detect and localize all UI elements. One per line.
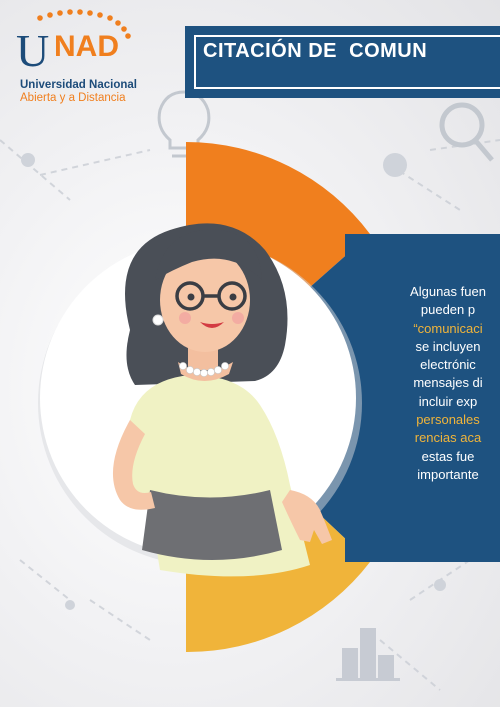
ring-orange-segment: [186, 142, 370, 296]
title-banner: CITACIÓN DE COMUN: [185, 26, 500, 98]
body-text-line: pueden p: [420, 302, 476, 318]
page-title: CITACIÓN DE COMUN: [203, 40, 428, 62]
logo-letter-u: U: [16, 25, 49, 76]
bar-chart-icon: [336, 628, 400, 681]
unad-logo-mark: U NAD: [16, 9, 131, 76]
unad-logo[interactable]: U NAD Universidad Nacional Abierta y a D…: [10, 8, 170, 108]
body-text-line: personales: [416, 412, 480, 428]
body-text-line: rencias aca: [414, 430, 482, 446]
body-text-line: mensajes di: [413, 375, 483, 391]
logo-dot-arc: [37, 9, 131, 39]
body-text-line: incluir exp: [418, 393, 478, 409]
woman-character: [112, 223, 332, 577]
body-text-line: se incluyen: [415, 338, 481, 354]
logo-letters-nad: NAD: [54, 30, 119, 63]
logo-line-1: Universidad Nacional: [20, 79, 137, 91]
network-nodes: [21, 153, 446, 610]
body-text-line: estas fue: [421, 448, 475, 464]
body-text-line: Algunas fuen: [410, 284, 486, 299]
body-text-line: electrónic: [420, 357, 476, 373]
body-text: Algunas fuen pueden p “comunicaci se incluy…: [368, 283, 500, 484]
body-text-line: “comunicaci: [413, 320, 483, 336]
magnifier-icon: [439, 102, 494, 162]
logo-line-2: Abierta y a Distancia: [20, 92, 126, 104]
logo-name: Universidad Nacional Abierta y a Distanc…: [20, 79, 137, 105]
text-panel: [345, 234, 500, 562]
banner-frame: [194, 35, 500, 89]
body-text-line: importante: [417, 466, 479, 482]
